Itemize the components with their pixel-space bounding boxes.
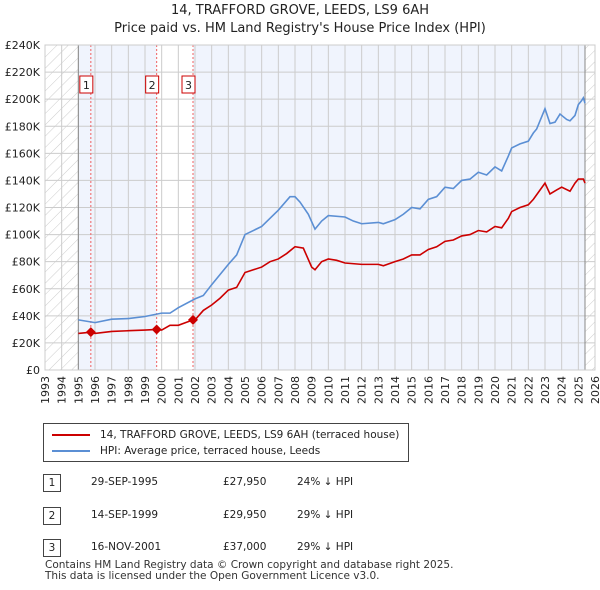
sale-label-box [181, 75, 196, 94]
x-tick-label: 2000 [156, 376, 169, 404]
legend: 14, TRAFFORD GROVE, LEEDS, LS9 6AH (terr… [43, 423, 409, 462]
legend-red-line [52, 434, 90, 436]
sale-hpi-diff: 29% ↓ HPI [297, 541, 354, 553]
x-tick-label: 2023 [539, 376, 552, 404]
x-tick-label: 2012 [356, 376, 369, 404]
legend-label-hpi: HPI: Average price, terraced house, Leed… [100, 445, 321, 457]
sale-hpi-diff: 29% ↓ HPI [297, 508, 354, 521]
x-tick-label: 1993 [39, 376, 52, 404]
x-tick-label: 2017 [439, 376, 452, 404]
footer-line-2: This data is licensed under the Open Gov… [45, 570, 380, 582]
sale-number: 3 [43, 539, 61, 557]
x-tick-label: 2011 [339, 376, 352, 404]
sale-label-box [145, 75, 160, 94]
sale-price: £29,950 [223, 508, 267, 521]
y-tick-label: £20K [12, 337, 41, 350]
x-tick-label: 2026 [589, 376, 600, 404]
sale-point [151, 324, 162, 335]
sale-hpi-diff: 24% ↓ HPI [297, 476, 354, 488]
sale-date: 14-SEP-1999 [91, 508, 159, 521]
sale-point [85, 327, 96, 338]
y-tick-label: £60K [12, 283, 41, 296]
x-tick-label: 2021 [506, 376, 519, 404]
x-tick-label: 1997 [106, 376, 119, 404]
y-tick-label: £240K [5, 39, 41, 52]
sale-number: 2 [43, 506, 61, 525]
x-tick-label: 1996 [89, 376, 102, 404]
sale-label: 1 [83, 79, 90, 92]
x-tick-label: 2009 [306, 376, 319, 404]
footer-line-1: Contains HM Land Registry data © Crown c… [45, 559, 454, 571]
x-tick-label: 2001 [172, 376, 185, 404]
x-tick-label: 2022 [522, 376, 535, 404]
y-tick-label: £80K [12, 256, 41, 269]
sale-label: 2 [149, 79, 156, 92]
x-tick-label: 2008 [289, 376, 302, 404]
x-tick-label: 2013 [372, 376, 385, 404]
x-tick-label: 1999 [139, 376, 152, 404]
y-tick-label: £0 [26, 364, 40, 377]
sale-date: 16-NOV-2001 [91, 541, 162, 553]
series-line [78, 95, 586, 324]
x-tick-label: 2010 [322, 376, 335, 404]
x-tick-label: 2007 [272, 376, 285, 404]
sale-price: £27,950 [223, 476, 267, 488]
sale-price: £37,000 [223, 541, 267, 553]
x-tick-label: 2004 [222, 376, 235, 404]
sale-date: 29-SEP-1995 [91, 476, 159, 488]
x-tick-label: 1995 [72, 376, 85, 404]
x-tick-label: 2006 [256, 376, 269, 404]
legend-blue-line [52, 450, 90, 452]
sale-number: 1 [43, 474, 61, 492]
x-tick-label: 2003 [206, 376, 219, 404]
y-tick-label: £40K [12, 310, 41, 323]
x-tick-label: 2018 [456, 376, 469, 404]
y-tick-label: £180K [5, 120, 41, 133]
chart-title: 14, TRAFFORD GROVE, LEEDS, LS9 6AH [170, 3, 430, 18]
sale-label-box [79, 75, 94, 94]
plot-border [44, 44, 596, 371]
y-tick-label: £200K [5, 93, 41, 106]
x-tick-label: 1998 [122, 376, 135, 404]
footer: Contains HM Land Registry data © Crown c… [45, 560, 453, 582]
y-tick-label: £220K [5, 66, 41, 79]
x-tick-label: 2020 [489, 376, 502, 404]
y-tick-label: £100K [5, 229, 41, 242]
x-tick-label: 2002 [189, 376, 202, 404]
chart-subtitle: Price paid vs. HM Land Registry's House … [114, 21, 486, 36]
x-tick-label: 2015 [406, 376, 419, 404]
x-tick-label: 2019 [472, 376, 485, 404]
sale-point [188, 314, 198, 325]
x-tick-label: 2005 [239, 376, 252, 404]
sale-label: 3 [185, 79, 192, 92]
chart-svg: 1993 1994 1995 1996 1997 1998 1999 2000 2001 2002… [5, 39, 600, 404]
y-tick-label: £120K [5, 202, 41, 215]
y-tick-label: £140K [5, 174, 41, 187]
x-tick-label: 2014 [389, 376, 402, 404]
legend-label-property: 14, TRAFFORD GROVE, LEEDS, LS9 6AH (terr… [100, 429, 400, 441]
x-tick-label: 2024 [556, 376, 569, 404]
y-tick-label: £160K [5, 147, 41, 160]
x-tick-label: 2025 [572, 376, 585, 404]
x-tick-label: 1994 [56, 376, 69, 404]
x-tick-label: 2016 [422, 376, 435, 404]
